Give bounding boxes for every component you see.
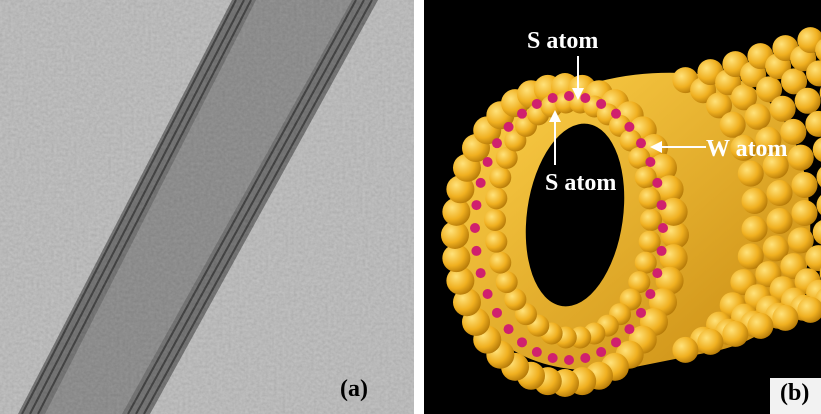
w-atom: [483, 289, 493, 299]
w-atom: [471, 200, 481, 210]
w-atom: [658, 223, 668, 233]
sphere: [496, 271, 518, 293]
sphere: [742, 188, 768, 214]
w-atom: [532, 99, 542, 109]
w-atom: [532, 347, 542, 357]
w-atom: [657, 246, 667, 256]
w-atom: [476, 268, 486, 278]
sphere: [485, 187, 507, 209]
sphere: [489, 166, 511, 188]
w-atom: [636, 138, 646, 148]
w-atom: [504, 122, 514, 132]
w-atom: [580, 353, 590, 363]
sphere: [770, 96, 796, 122]
sphere: [772, 305, 798, 331]
sphere: [489, 252, 511, 274]
sphere: [742, 216, 768, 242]
sphere: [767, 180, 793, 206]
panel-label: (b): [780, 380, 809, 406]
sphere: [747, 313, 773, 339]
w-atom: [596, 347, 606, 357]
w-atom: [548, 353, 558, 363]
sphere: [788, 145, 814, 171]
sphere: [484, 209, 506, 231]
figure: (a) (b) S atom S atom W atom: [0, 0, 821, 414]
panel-a: [0, 0, 414, 414]
w-atom: [611, 109, 621, 119]
w-atom: [611, 337, 621, 347]
sphere: [738, 161, 764, 187]
panel-label: (a): [340, 376, 368, 402]
w-atom: [580, 93, 590, 103]
sphere: [767, 208, 793, 234]
annotation: S atom: [545, 170, 616, 196]
w-atom: [517, 109, 527, 119]
sphere: [697, 329, 723, 355]
w-atom: [636, 308, 646, 318]
w-atom: [645, 157, 655, 167]
sphere: [720, 112, 746, 138]
w-atom: [471, 246, 481, 256]
panel-b: [424, 0, 821, 414]
w-atom: [596, 99, 606, 109]
w-atom: [548, 93, 558, 103]
annotation: S atom: [527, 28, 598, 54]
w-atom: [645, 289, 655, 299]
w-atom: [564, 355, 574, 365]
w-atom: [492, 308, 502, 318]
w-atom: [564, 91, 574, 101]
sphere: [672, 337, 698, 363]
sphere: [722, 321, 748, 347]
w-atom: [652, 268, 662, 278]
w-atom: [624, 324, 634, 334]
sphere: [792, 200, 818, 226]
sphere: [795, 88, 821, 114]
w-atom: [470, 223, 480, 233]
w-atom: [657, 200, 667, 210]
w-atom: [624, 122, 634, 132]
w-atom: [652, 178, 662, 188]
w-atom: [492, 138, 502, 148]
w-atom: [483, 157, 493, 167]
sphere: [485, 231, 507, 253]
sphere: [745, 104, 771, 130]
w-atom: [504, 324, 514, 334]
annotation: W atom: [706, 136, 788, 162]
w-atom: [476, 178, 486, 188]
sphere: [792, 172, 818, 198]
w-atom: [517, 337, 527, 347]
